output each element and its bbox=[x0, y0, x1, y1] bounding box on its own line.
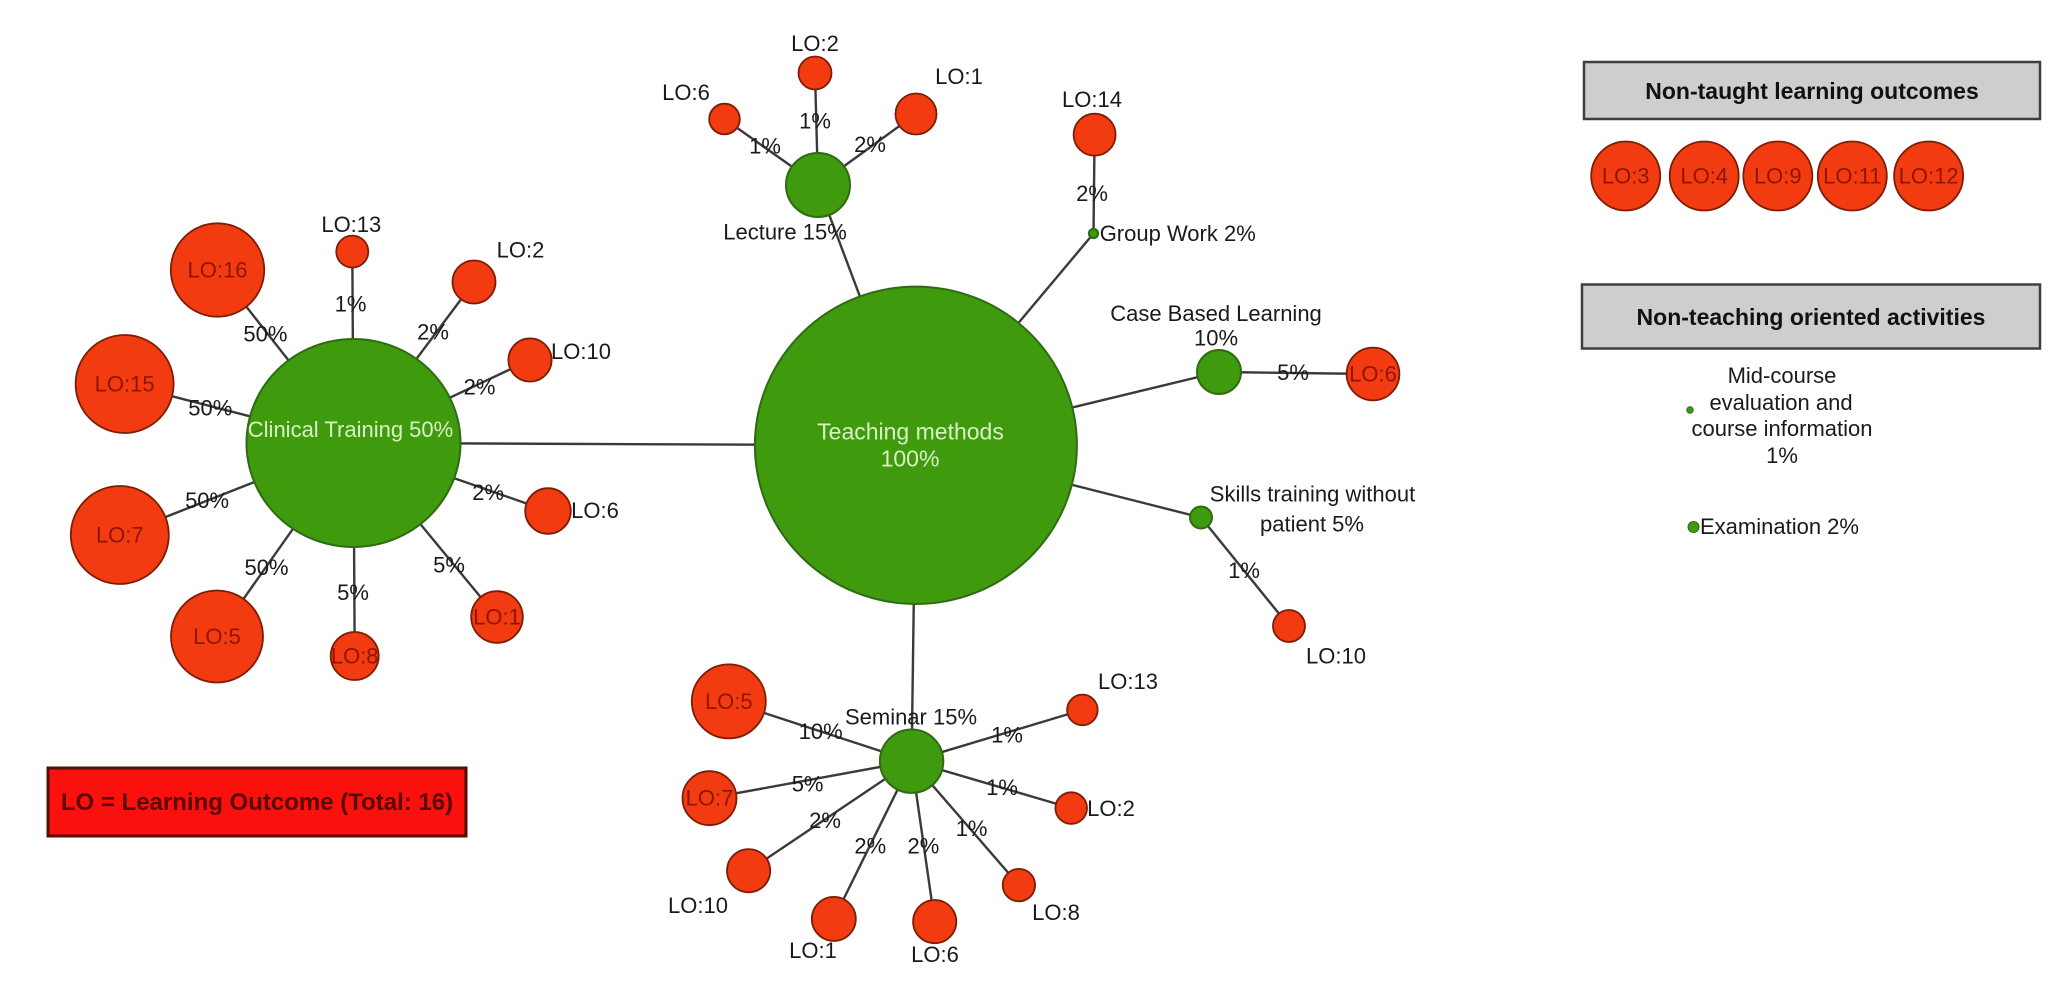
svg-text:LO:10: LO:10 bbox=[551, 339, 611, 364]
svg-text:Clinical Training 50%: Clinical Training 50% bbox=[248, 417, 453, 442]
svg-text:LO:13: LO:13 bbox=[321, 212, 381, 237]
svg-text:LO:4: LO:4 bbox=[1680, 164, 1728, 189]
svg-text:LO:16: LO:16 bbox=[188, 258, 248, 283]
svg-text:100%: 100% bbox=[881, 446, 940, 472]
svg-text:LO:8: LO:8 bbox=[331, 644, 379, 669]
svg-text:1%: 1% bbox=[991, 723, 1023, 748]
svg-text:LO = Learning Outcome (Total:: LO = Learning Outcome (Total: 16) bbox=[61, 789, 453, 816]
svg-text:LO:7: LO:7 bbox=[686, 786, 734, 811]
svg-text:2%: 2% bbox=[854, 833, 886, 858]
svg-text:10%: 10% bbox=[799, 719, 843, 744]
svg-text:LO:6: LO:6 bbox=[1349, 362, 1397, 387]
svg-text:LO:1: LO:1 bbox=[789, 938, 837, 963]
svg-text:LO:11: LO:11 bbox=[1823, 164, 1881, 189]
svg-text:course information: course information bbox=[1692, 416, 1873, 441]
svg-text:Mid-course: Mid-course bbox=[1728, 363, 1837, 388]
svg-text:5%: 5% bbox=[433, 553, 465, 578]
svg-text:2%: 2% bbox=[809, 808, 841, 833]
svg-text:LO:13: LO:13 bbox=[1098, 669, 1158, 694]
svg-text:LO:6: LO:6 bbox=[911, 942, 959, 967]
svg-text:LO:7: LO:7 bbox=[96, 523, 144, 548]
svg-text:LO:6: LO:6 bbox=[662, 80, 710, 105]
svg-text:50%: 50% bbox=[244, 555, 288, 580]
svg-text:1%: 1% bbox=[1766, 443, 1798, 468]
svg-text:2%: 2% bbox=[1076, 181, 1108, 206]
svg-text:LO:15: LO:15 bbox=[95, 372, 155, 397]
svg-text:2%: 2% bbox=[464, 375, 496, 400]
svg-text:Teaching methods: Teaching methods bbox=[817, 419, 1004, 445]
svg-text:Lecture 15%: Lecture 15% bbox=[723, 220, 847, 245]
svg-text:LO:10: LO:10 bbox=[668, 893, 728, 918]
svg-text:5%: 5% bbox=[1277, 360, 1309, 385]
svg-text:1%: 1% bbox=[749, 134, 781, 159]
svg-text:1%: 1% bbox=[986, 775, 1018, 800]
svg-text:Non-taught learning outcomes: Non-taught learning outcomes bbox=[1645, 78, 1979, 104]
svg-text:Seminar 15%: Seminar 15% bbox=[845, 705, 977, 730]
svg-text:LO:9: LO:9 bbox=[1754, 164, 1802, 189]
svg-text:10%: 10% bbox=[1194, 326, 1238, 351]
svg-text:Non-teaching oriented activiti: Non-teaching oriented activities bbox=[1637, 304, 1986, 330]
svg-text:Skills training without: Skills training without bbox=[1210, 482, 1415, 507]
svg-text:50%: 50% bbox=[185, 488, 229, 513]
svg-text:LO:8: LO:8 bbox=[1032, 900, 1080, 925]
svg-text:2%: 2% bbox=[417, 320, 449, 345]
svg-text:LO:1: LO:1 bbox=[473, 605, 521, 630]
svg-text:Case Based Learning: Case Based Learning bbox=[1110, 301, 1322, 326]
svg-text:LO:14: LO:14 bbox=[1062, 87, 1122, 112]
svg-text:1%: 1% bbox=[335, 292, 367, 317]
svg-text:LO:5: LO:5 bbox=[705, 689, 753, 714]
svg-text:2%: 2% bbox=[908, 833, 940, 858]
svg-text:5%: 5% bbox=[337, 580, 369, 605]
svg-text:LO:2: LO:2 bbox=[497, 238, 545, 263]
svg-text:50%: 50% bbox=[243, 322, 287, 347]
svg-text:LO:3: LO:3 bbox=[1602, 164, 1650, 189]
svg-text:LO:10: LO:10 bbox=[1306, 644, 1366, 669]
svg-text:1%: 1% bbox=[956, 816, 988, 841]
svg-text:1%: 1% bbox=[1228, 558, 1260, 583]
svg-text:LO:12: LO:12 bbox=[1899, 164, 1959, 189]
svg-text:LO:5: LO:5 bbox=[193, 624, 241, 649]
svg-text:LO:2: LO:2 bbox=[791, 31, 839, 56]
svg-text:2%: 2% bbox=[854, 132, 886, 157]
svg-text:1%: 1% bbox=[799, 109, 831, 134]
svg-text:Group Work 2%: Group Work 2% bbox=[1100, 221, 1256, 246]
svg-text:2%: 2% bbox=[472, 480, 504, 505]
svg-text:evaluation and: evaluation and bbox=[1709, 390, 1852, 415]
svg-text:LO:1: LO:1 bbox=[935, 64, 983, 89]
svg-text:50%: 50% bbox=[188, 396, 232, 421]
svg-text:Examination 2%: Examination 2% bbox=[1700, 514, 1859, 539]
svg-text:5%: 5% bbox=[792, 772, 824, 797]
svg-text:patient 5%: patient 5% bbox=[1260, 512, 1364, 537]
svg-text:LO:6: LO:6 bbox=[571, 498, 619, 523]
svg-text:LO:2: LO:2 bbox=[1087, 796, 1135, 821]
